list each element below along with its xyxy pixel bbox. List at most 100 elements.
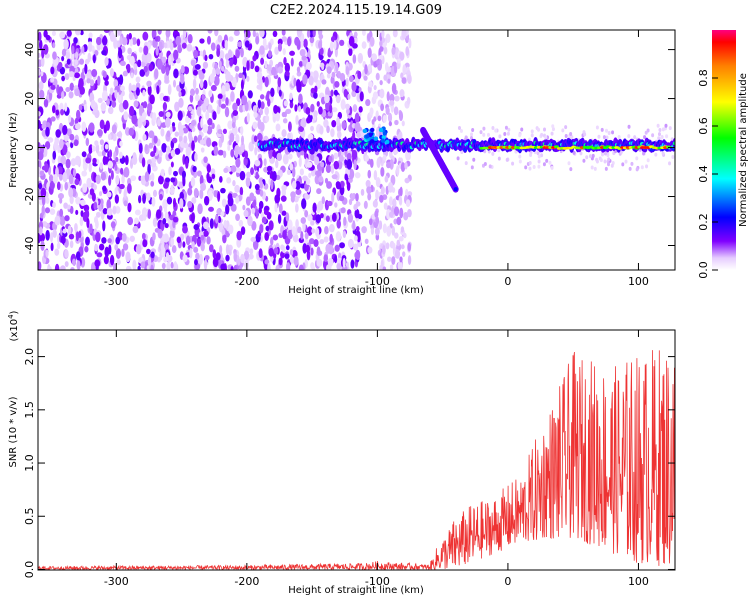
heatmap-cell: [348, 47, 353, 57]
heatmap-cell: [264, 60, 268, 69]
heatmap-cell: [233, 30, 240, 37]
heatmap-cell: [243, 156, 248, 166]
heatmap-cell: [78, 230, 82, 239]
heatmap-cell: [229, 132, 235, 143]
heatmap-cell: [57, 61, 63, 69]
heatmap-cell: [200, 147, 205, 153]
heatmap-cell: [633, 135, 637, 140]
heatmap-cell: [266, 165, 273, 172]
heatmap-cell: [247, 90, 253, 99]
heatmap-cell: [507, 127, 511, 132]
heatmap-cell: [353, 203, 358, 211]
colorbar: 0.0 0.2 0.4 0.6 0.8 Normalized spectral ampl…: [697, 30, 749, 279]
heatmap-cell: [325, 215, 330, 222]
heatmap-cell: [228, 224, 234, 235]
heatmap-cell: [358, 56, 363, 62]
heatmap-cell: [518, 159, 522, 164]
heatmap-cell: [395, 165, 400, 177]
heatmap-cell: [365, 134, 370, 139]
heatmap-cell: [372, 91, 379, 100]
heatmap-cell: [408, 38, 412, 49]
heatmap-cell: [511, 161, 515, 166]
heatmap-cell: [199, 79, 204, 89]
heatmap-cell: [388, 121, 392, 127]
heatmap-cell: [396, 134, 402, 140]
heatmap-cell: [91, 145, 97, 152]
heatmap-cell: [192, 78, 197, 90]
heatmap-cell: [385, 209, 391, 220]
heatmap-cell: [90, 99, 96, 110]
heatmap-cell: [254, 159, 261, 167]
heatmap-cell: [38, 81, 44, 91]
heatmap-cell: [227, 196, 234, 207]
heatmap-cell: [382, 131, 387, 136]
heatmap-cell: [518, 133, 522, 138]
snr-xtick-label: -300: [104, 575, 129, 588]
heatmap-cell: [376, 157, 381, 169]
heatmap-cell: [491, 125, 495, 130]
heatmap-cell: [217, 215, 222, 224]
heatmap-cell: [407, 209, 412, 218]
heatmap-cell: [52, 173, 58, 184]
heatmap-cell: [251, 220, 257, 231]
heatmap-cell: [374, 210, 379, 218]
heatmap-cell: [195, 252, 200, 260]
heatmap-cell: [389, 211, 394, 218]
heatmap-cell: [320, 212, 324, 219]
heatmap-cell: [66, 128, 72, 137]
heatmap-cell: [305, 244, 311, 253]
heatmap-cell: [374, 227, 380, 236]
heatmap-cell: [398, 195, 402, 205]
heatmap-cell: [278, 89, 282, 97]
heatmap-cell: [63, 38, 69, 50]
heatmap-cell: [363, 75, 368, 81]
heatmap-cell: [80, 199, 86, 206]
heatmap-cell: [74, 123, 81, 130]
heatmap-cell: [364, 238, 369, 244]
heatmap-cell: [329, 214, 333, 223]
heatmap-cell: [281, 111, 286, 118]
heatmap-cell: [276, 152, 282, 162]
heatmap-cell: [398, 235, 404, 242]
heatmap-cell: [358, 106, 363, 113]
heatmap-cell: [88, 41, 93, 53]
heatmap-cell: [170, 177, 176, 183]
heatmap-cell: [265, 225, 270, 232]
heatmap-cell: [264, 106, 269, 116]
heatmap-cell: [80, 257, 86, 268]
heatmap-cell: [178, 90, 182, 98]
heatmap-cell: [314, 156, 320, 166]
heatmap-cell: [104, 143, 109, 150]
heatmap-cell: [361, 41, 367, 49]
heatmap-cell: [506, 131, 510, 136]
heatmap-cell: [386, 91, 390, 102]
heatmap-cell: [281, 184, 287, 191]
heatmap-cell: [111, 124, 117, 134]
heatmap-cell: [136, 59, 142, 68]
heatmap-cell: [392, 242, 396, 250]
heatmap-cell: [240, 47, 244, 58]
heatmap-cell: [524, 165, 528, 170]
heatmap-cell: [530, 133, 534, 138]
heatmap-cell: [190, 177, 196, 187]
heatmap-cell: [50, 242, 54, 252]
heatmap-cell: [364, 64, 368, 75]
heatmap-cell: [52, 105, 56, 114]
heatmap-cell: [102, 207, 108, 215]
heatmap-cell: [520, 127, 524, 132]
heatmap-cell: [326, 73, 331, 79]
heatmap-cell: [220, 187, 226, 194]
heatmap-cell: [225, 244, 230, 255]
heatmap-cell: [125, 265, 132, 270]
heatmap-cell: [61, 91, 65, 100]
heatmap-cell: [142, 193, 146, 204]
heatmap-cell: [369, 158, 374, 169]
heatmap-cell: [532, 164, 536, 169]
heatmap-cell: [172, 197, 177, 208]
heatmap-cell: [148, 63, 154, 72]
heatmap-cell: [156, 85, 160, 95]
heatmap-cell: [202, 221, 209, 230]
heatmap-cell: [225, 97, 229, 106]
heatmap-cell: [403, 212, 409, 221]
heatmap-cell: [606, 162, 610, 167]
